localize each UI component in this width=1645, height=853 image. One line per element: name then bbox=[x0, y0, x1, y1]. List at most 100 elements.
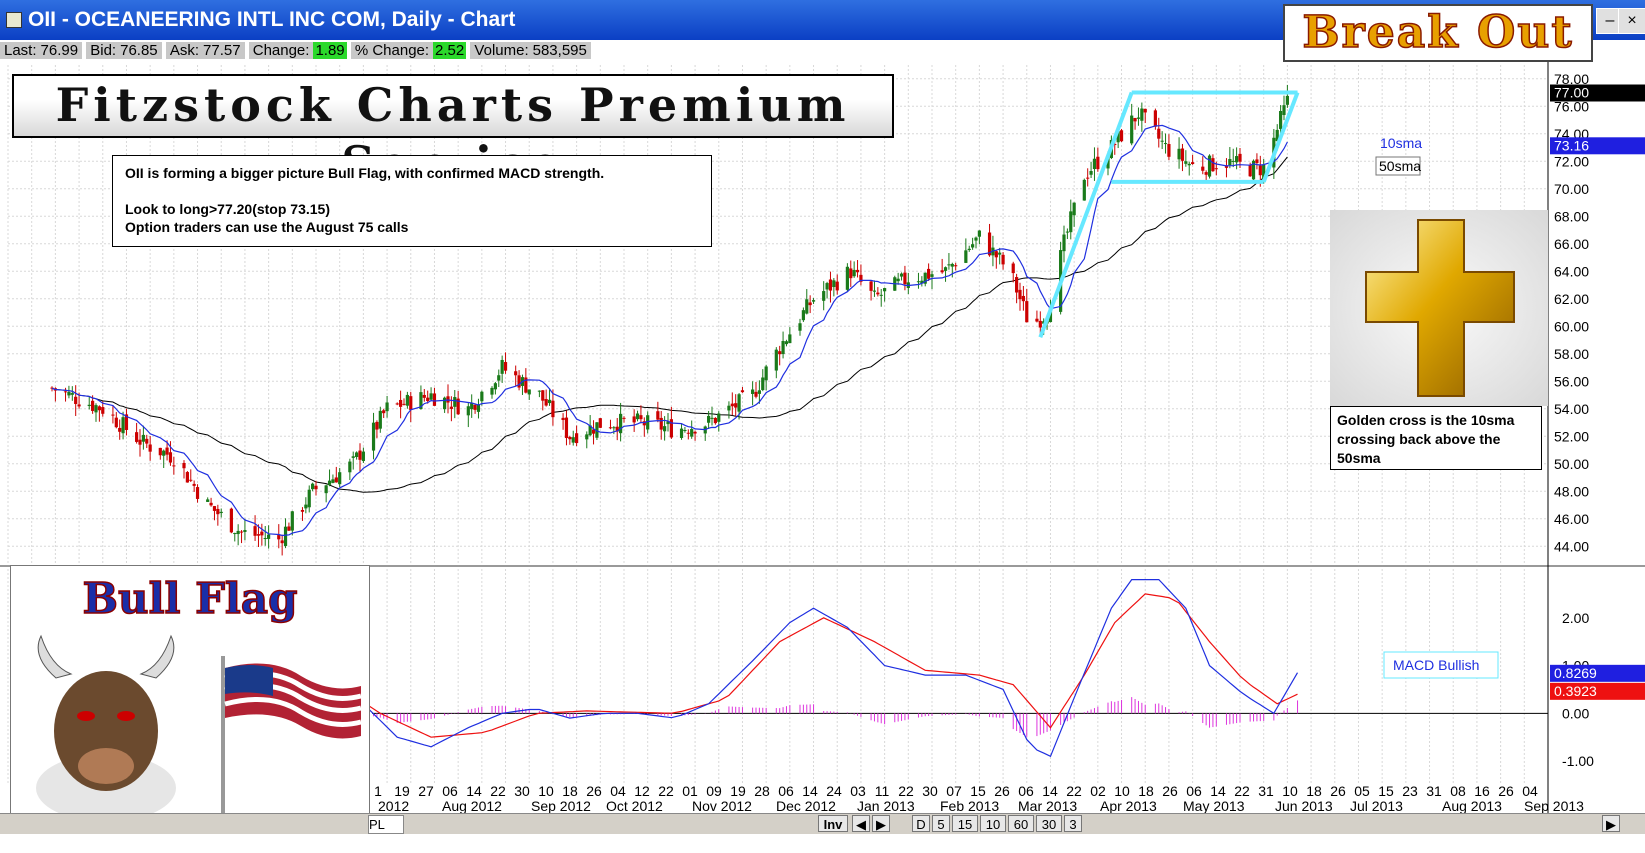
price-tick-label: 78.00 bbox=[1554, 71, 1589, 87]
candle-body bbox=[859, 274, 863, 282]
candle-body bbox=[1015, 277, 1019, 293]
candle-body bbox=[1018, 289, 1022, 300]
candle-body bbox=[432, 393, 437, 406]
day-tick-label: 19 bbox=[394, 783, 410, 799]
candle-body bbox=[256, 534, 261, 536]
candle-body bbox=[1106, 157, 1110, 169]
interval-button[interactable]: 30 bbox=[1036, 815, 1062, 832]
candle-body bbox=[798, 323, 802, 331]
last-price-label: 77.00 bbox=[1554, 85, 1589, 101]
interval-button[interactable]: 60 bbox=[1008, 815, 1034, 832]
candle-body bbox=[730, 403, 734, 407]
candle-body bbox=[1001, 254, 1005, 265]
interval-button[interactable]: D bbox=[912, 815, 930, 832]
candle-body bbox=[1238, 153, 1242, 162]
candle-body bbox=[927, 268, 931, 279]
candle-body bbox=[121, 417, 125, 434]
day-tick-label: 19 bbox=[730, 783, 746, 799]
day-tick-label: 22 bbox=[658, 783, 674, 799]
candle-body bbox=[426, 397, 430, 402]
scroll-left-button[interactable]: ◀ bbox=[852, 815, 870, 832]
candle-body bbox=[311, 483, 315, 490]
candle-body bbox=[734, 403, 738, 408]
candle-body bbox=[124, 414, 129, 430]
signal-value-label: 0.3923 bbox=[1554, 683, 1597, 699]
candle-body bbox=[1204, 172, 1208, 175]
candle-body bbox=[1211, 158, 1215, 172]
candle-body bbox=[693, 431, 697, 434]
close-button[interactable]: × bbox=[1618, 8, 1645, 34]
candle-body bbox=[639, 415, 643, 420]
candle-body bbox=[524, 377, 528, 393]
candle-body bbox=[690, 429, 694, 437]
candle-body bbox=[50, 387, 54, 389]
scroll-right-button[interactable]: ▶ bbox=[872, 815, 890, 832]
candle-body bbox=[287, 526, 291, 531]
bottom-toolbar: PL Inv ◀ ▶ D 5 15 10 60 30 3 ▶ bbox=[0, 813, 1645, 834]
candle-body bbox=[740, 390, 745, 393]
candle-body bbox=[1255, 159, 1259, 163]
interval-button[interactable]: 5 bbox=[932, 815, 950, 832]
price-tick-label: 50.00 bbox=[1554, 456, 1589, 472]
day-tick-label: 04 bbox=[610, 783, 626, 799]
candle-body bbox=[1153, 110, 1157, 127]
candle-body bbox=[148, 444, 152, 452]
interval-button[interactable]: 3 bbox=[1064, 815, 1082, 832]
day-tick-label: 14 bbox=[466, 783, 482, 799]
candle-body bbox=[764, 366, 768, 381]
app-icon bbox=[6, 12, 22, 28]
candle-body bbox=[145, 438, 149, 444]
candle-body bbox=[314, 485, 318, 490]
interval-button[interactable]: 15 bbox=[952, 815, 978, 832]
interval-button[interactable]: 10 bbox=[980, 815, 1006, 832]
candle-body bbox=[243, 530, 247, 532]
price-chart[interactable]: 44.00 46.00 48.00 50.00 52.00 54.00 56.00 58.00… bbox=[0, 0, 1645, 813]
candle-body bbox=[585, 434, 589, 440]
candle-body bbox=[473, 404, 477, 410]
day-tick-label: 23 bbox=[1402, 783, 1418, 799]
candle-body bbox=[192, 483, 196, 486]
note-line-2: Look to long>77.20(stop 73.15) bbox=[125, 201, 330, 217]
candle-body bbox=[669, 419, 673, 438]
candle-body bbox=[378, 410, 382, 429]
candle-body bbox=[663, 426, 667, 432]
day-tick-label: 10 bbox=[538, 783, 554, 799]
candle-body bbox=[845, 266, 849, 290]
sma10-line bbox=[51, 124, 1288, 537]
candle-body bbox=[805, 299, 809, 314]
day-tick-label: 18 bbox=[562, 783, 578, 799]
candle-body bbox=[855, 269, 860, 273]
candle-body bbox=[260, 531, 264, 536]
day-tick-label: 22 bbox=[1234, 783, 1250, 799]
candle-body bbox=[781, 341, 785, 355]
candle-body bbox=[1285, 95, 1289, 105]
month-tick-label: Mar 2013 bbox=[1018, 798, 1077, 813]
candle-body bbox=[114, 417, 118, 428]
price-tick-label: 68.00 bbox=[1554, 208, 1589, 224]
candle-body bbox=[564, 417, 569, 439]
bull-flag-panel: Bull Flag bbox=[10, 565, 370, 849]
inv-button[interactable]: Inv bbox=[818, 815, 848, 832]
candle-body bbox=[91, 400, 95, 411]
candle-body bbox=[466, 406, 470, 416]
candle-body bbox=[683, 430, 687, 432]
flag-icon bbox=[221, 656, 362, 826]
scroll-end-button[interactable]: ▶ bbox=[1602, 815, 1620, 832]
candle-body bbox=[141, 434, 145, 442]
candle-body bbox=[788, 334, 792, 344]
note-line-1: OII is forming a bigger picture Bull Fla… bbox=[125, 165, 605, 181]
candle-body bbox=[869, 281, 873, 291]
candle-body bbox=[727, 405, 731, 411]
candle-body bbox=[656, 411, 660, 420]
candle-body bbox=[385, 402, 389, 412]
candle-body bbox=[206, 499, 210, 502]
candle-body bbox=[950, 263, 954, 267]
day-tick-label: 22 bbox=[1066, 783, 1082, 799]
sma50-line bbox=[51, 156, 1288, 493]
price-tick-label: 46.00 bbox=[1554, 511, 1589, 527]
candle-body bbox=[571, 437, 575, 443]
candle-body bbox=[1065, 231, 1069, 233]
candle-body bbox=[1224, 165, 1229, 168]
pl-tab[interactable]: PL bbox=[368, 815, 404, 834]
candle-body bbox=[443, 397, 447, 410]
